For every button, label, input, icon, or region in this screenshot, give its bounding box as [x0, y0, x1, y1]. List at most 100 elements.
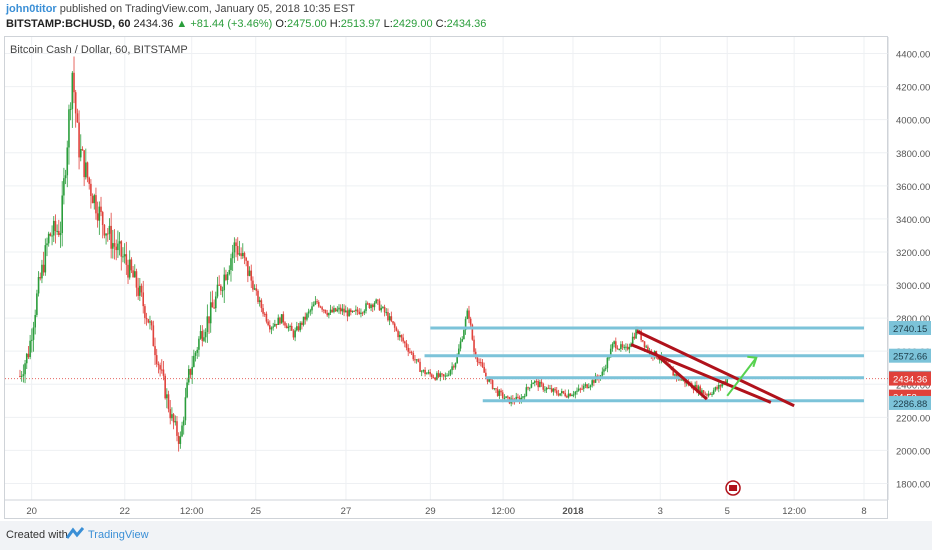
- candle-body: [253, 288, 256, 290]
- candle-body: [647, 346, 649, 352]
- candle-body: [532, 382, 534, 385]
- candle-body: [542, 383, 545, 390]
- candle-body: [177, 435, 180, 444]
- candle-body: [706, 394, 708, 396]
- candle-body: [675, 374, 678, 378]
- candle-body: [704, 393, 707, 395]
- candle-body: [395, 327, 398, 331]
- candle-body: [241, 252, 244, 257]
- candle-body: [378, 300, 381, 311]
- candle-body: [137, 287, 139, 296]
- candle-body: [20, 375, 23, 377]
- candle-body: [344, 310, 347, 313]
- candle-body: [431, 374, 433, 378]
- candle-body: [96, 213, 99, 221]
- candle-body: [442, 374, 445, 377]
- candle-body: [566, 396, 568, 398]
- candle-body: [312, 304, 315, 307]
- candle-body: [375, 299, 377, 304]
- price-label-box: [889, 371, 931, 386]
- candle-body: [19, 375, 21, 377]
- candle-body: [208, 316, 210, 324]
- candle-body: [447, 374, 450, 376]
- candle-body: [422, 369, 425, 372]
- candle-body: [22, 374, 25, 376]
- price-chart[interactable]: 4400.00 4200.00 4000.00 3800.00 3600.00 3400.…: [0, 0, 932, 521]
- last-price: 2434.36: [133, 18, 174, 30]
- author-link[interactable]: john0titor: [6, 3, 57, 15]
- close-value: 2434.36: [446, 18, 487, 30]
- candle-body: [280, 314, 283, 324]
- price-label: 2740.15: [893, 324, 927, 335]
- candle-body: [466, 310, 469, 319]
- candle-body: [186, 382, 188, 398]
- candle-body: [500, 390, 502, 393]
- candle-body: [128, 259, 131, 278]
- candle-body: [69, 108, 72, 110]
- candle-body: [579, 388, 582, 390]
- candle-body: [368, 303, 371, 309]
- candle-body: [392, 321, 394, 324]
- candle-body: [236, 245, 239, 255]
- x-tick-label: 12:00: [180, 506, 204, 517]
- candle-body: [642, 340, 644, 342]
- y-tick-label: 4400.00: [896, 50, 930, 61]
- x-tick-label: 3: [658, 506, 663, 517]
- candle-body: [292, 330, 295, 338]
- projection-arrow: [726, 357, 758, 397]
- candle-body: [360, 312, 362, 314]
- candle-body: [555, 390, 558, 394]
- candle-body: [552, 388, 555, 392]
- price-label-box: [889, 348, 931, 363]
- candle-body: [633, 336, 636, 339]
- candle-body: [441, 373, 443, 375]
- candle-body: [707, 393, 710, 396]
- candle-body: [54, 220, 57, 232]
- candle-body: [716, 387, 718, 389]
- candle-body: [73, 72, 75, 93]
- candle-body: [159, 365, 161, 370]
- candle-body: [615, 341, 617, 349]
- candle-body: [387, 312, 389, 321]
- candle-body: [132, 270, 134, 278]
- candle-body: [321, 307, 323, 310]
- chart-frame[interactable]: [4, 36, 888, 519]
- candle-body: [415, 359, 418, 361]
- symbol[interactable]: BITSTAMP:BCHUSD, 60: [6, 18, 131, 30]
- candle-body: [414, 359, 416, 361]
- y-tick-label: 2000.00: [896, 446, 930, 457]
- footer: Created with TradingView: [0, 521, 932, 550]
- candle-body: [606, 357, 609, 369]
- candle-body: [233, 242, 236, 253]
- candle-body: [181, 425, 183, 437]
- candle-body: [326, 312, 328, 316]
- candle-body: [112, 243, 114, 249]
- candle-body: [631, 336, 634, 344]
- candle-body: [311, 306, 313, 311]
- candle-body: [517, 396, 519, 398]
- created-with-text: Created with: [6, 529, 68, 541]
- candle-body: [604, 368, 607, 370]
- candle-body: [697, 386, 700, 392]
- candle-body: [404, 341, 406, 344]
- candle-body: [626, 346, 629, 350]
- candle-body: [593, 380, 595, 383]
- candle-body: [491, 380, 494, 389]
- candle-body: [193, 355, 195, 367]
- candle-body: [439, 373, 442, 377]
- candle-body: [463, 330, 465, 340]
- candle-body: [304, 316, 307, 320]
- candle-body: [483, 366, 485, 373]
- candle-body: [419, 361, 421, 372]
- candle-body: [468, 310, 470, 319]
- candle-body: [618, 348, 620, 350]
- candle-body: [63, 178, 65, 196]
- y-tick-label: 3200.00: [896, 248, 930, 259]
- candle-body: [31, 339, 33, 341]
- candle-body: [231, 252, 234, 259]
- tradingview-brand[interactable]: TradingView: [88, 529, 149, 541]
- close-label: C:: [435, 18, 447, 30]
- candle-body: [537, 381, 539, 388]
- candle-body: [702, 390, 705, 394]
- candle-body: [601, 371, 604, 376]
